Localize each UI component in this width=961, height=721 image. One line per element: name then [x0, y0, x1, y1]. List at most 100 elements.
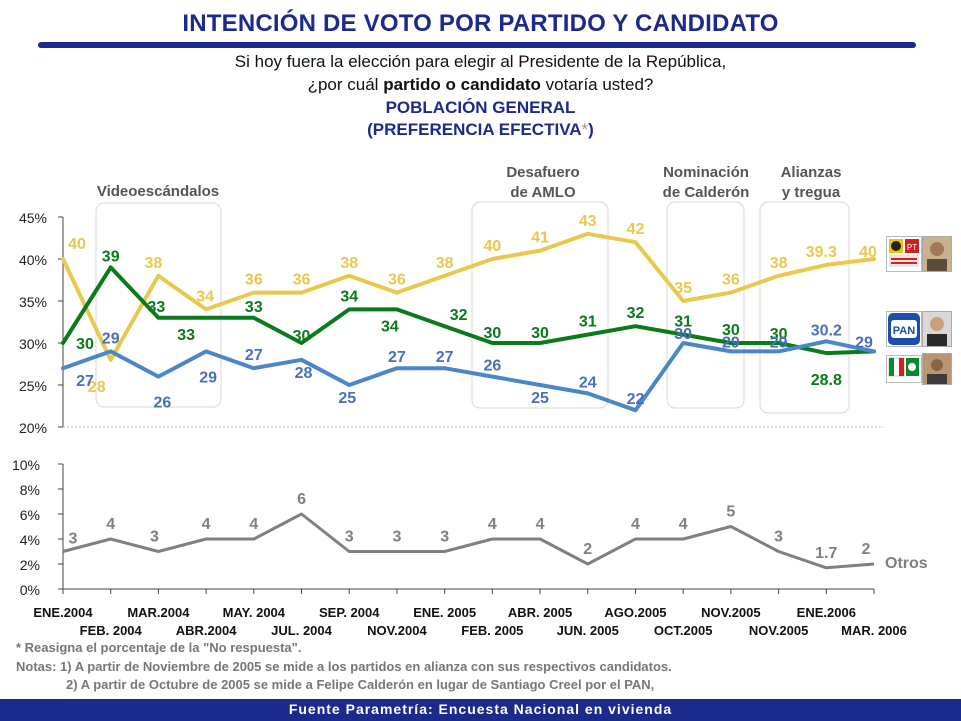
event-label: Nominación [663, 164, 749, 181]
x-tick-label: MAR.2004 [127, 605, 190, 620]
x-tick-label: ABR. 2005 [508, 605, 572, 620]
data-label: 30 [76, 336, 94, 353]
data-label: 26 [483, 358, 501, 375]
bottom-y-tick-label: 8% [20, 482, 40, 498]
amlo-photo [922, 236, 952, 272]
otros-data-label: 3 [774, 529, 783, 546]
x-tick-label: JUN. 2005 [557, 623, 619, 638]
data-label: 35 [674, 280, 692, 297]
data-label: 27 [388, 349, 406, 366]
otros-data-label: 3 [150, 529, 159, 546]
svg-text:PT: PT [907, 243, 917, 252]
x-tick-label: FEB. 2005 [461, 623, 523, 638]
pri-alliance-icon [888, 357, 919, 377]
data-label: 38 [436, 255, 454, 272]
data-label: 40 [68, 236, 86, 253]
data-label: 36 [722, 272, 740, 289]
title-underline [38, 42, 916, 48]
x-tick-label: JUL. 2004 [271, 623, 332, 638]
data-label: 30 [483, 325, 501, 342]
data-label: 39.3 [806, 244, 837, 261]
bottom-y-tick-label: 10% [12, 457, 40, 473]
top-y-tick-label: 30% [19, 336, 47, 352]
vote-intention-charts: Videoescándalos Desafuero de AMLO Nominació… [12, 164, 928, 638]
data-label: 30 [770, 326, 788, 343]
data-label: 24 [579, 374, 597, 391]
data-label: 29 [199, 369, 217, 386]
data-label: 36 [245, 272, 263, 289]
pan-logo: PAN [886, 311, 922, 347]
question-line-1: Si hoy fuera la elección para elegir al … [234, 52, 727, 71]
data-label: 34 [381, 318, 399, 335]
data-label: 42 [627, 221, 645, 238]
data-label: 30 [722, 322, 740, 339]
otros-data-label: 3 [69, 531, 78, 548]
otros-data-label: 4 [488, 516, 497, 533]
otros-series-label: Otros [885, 555, 928, 572]
x-tick-label: FEB. 2004 [80, 623, 143, 638]
svg-text:PAN: PAN [893, 325, 915, 337]
effective-preference-label: (PREFERENCIA EFECTIVA*) [367, 120, 594, 139]
event-box-2 [471, 201, 609, 409]
pri-pvem-logo [886, 355, 922, 383]
data-label: 40 [859, 244, 877, 261]
otros-data-label: 4 [249, 516, 258, 533]
source-footer: Fuente Parametría: Encuesta Nacional en … [0, 699, 961, 721]
data-label: 26 [154, 395, 172, 412]
otros-data-label: 4 [631, 516, 640, 533]
top-y-tick-label: 20% [19, 420, 47, 436]
otros-data-label: 1.7 [815, 545, 837, 562]
data-label: 36 [388, 272, 406, 289]
otros-data-label: 3 [440, 529, 449, 546]
x-tick-label: MAR. 2006 [841, 623, 907, 638]
top-y-tick-label: 45% [19, 210, 47, 226]
event-label: de Calderón [663, 184, 750, 201]
data-label: 32 [627, 305, 645, 322]
x-tick-label: SEP. 2004 [319, 605, 380, 620]
pan-icon: PAN [888, 313, 920, 345]
event-box-3 [666, 201, 745, 409]
data-label: 33 [245, 299, 263, 316]
data-label: 43 [579, 213, 597, 230]
data-label: 30 [674, 326, 692, 343]
x-tick-label: AGO.2005 [604, 605, 666, 620]
otros-data-label: 5 [726, 504, 735, 521]
data-label: 36 [293, 272, 311, 289]
x-tick-label: OCT.2005 [654, 623, 713, 638]
data-label: 34 [196, 288, 214, 305]
note-1: Notas: 1) A partir de Noviembre de 2005 … [16, 659, 672, 674]
prd-pt-convergencia-logo: PT [886, 236, 922, 272]
amlo-line [61, 231, 876, 362]
calderon-photo [922, 311, 952, 347]
event-label: y tregua [782, 184, 841, 201]
event-label: Alianzas [781, 164, 842, 181]
question-line-2: ¿por cuál partido o candidato votaría us… [307, 75, 654, 94]
x-tick-label: NOV.2004 [367, 623, 427, 638]
x-tick-label: ABR.2004 [176, 623, 237, 638]
data-label: 38 [340, 255, 358, 272]
otros-data-label: 2 [862, 541, 871, 558]
data-label: 29 [855, 334, 873, 351]
otros-data-label: 6 [297, 491, 306, 508]
data-label: 38 [145, 255, 163, 272]
data-label: 41 [531, 230, 549, 247]
otros-data-label: 4 [106, 516, 115, 533]
x-tick-label: NOV.2005 [701, 605, 761, 620]
data-label: 31 [674, 314, 692, 331]
otros-data-label: 3 [392, 529, 401, 546]
bottom-y-tick-label: 2% [20, 557, 40, 573]
x-tick-label: ENE.2006 [797, 605, 856, 620]
otros-data-label: 4 [202, 516, 211, 533]
data-label: 27 [76, 373, 94, 390]
otros-data-label: 4 [536, 516, 545, 533]
data-label: 25 [531, 390, 549, 407]
event-label: Videoescándalos [97, 183, 219, 200]
bottom-y-tick-label: 0% [20, 582, 40, 598]
bottom-y-tick-label: 6% [20, 507, 40, 523]
data-label: 28 [88, 379, 106, 396]
data-label: 33 [148, 299, 166, 316]
data-label: 30 [531, 325, 549, 342]
data-label: 22 [627, 391, 645, 408]
page-title: INTENCIÓN DE VOTO POR PARTIDO Y CANDIDAT… [182, 10, 779, 37]
data-label: 32 [450, 307, 468, 324]
